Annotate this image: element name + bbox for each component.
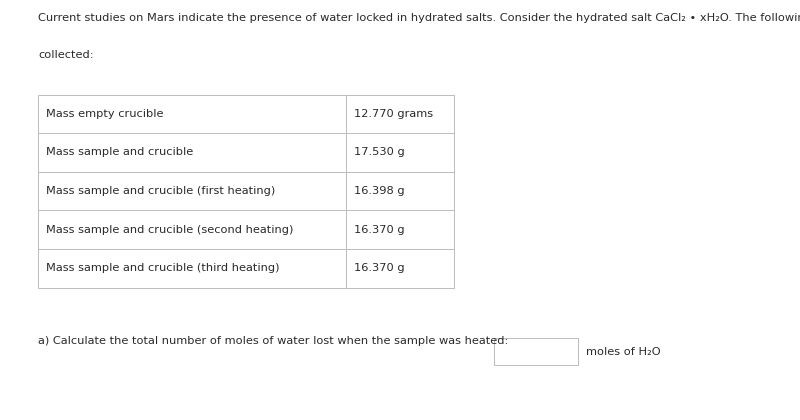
Text: Mass sample and crucible (first heating): Mass sample and crucible (first heating) xyxy=(46,186,276,196)
Text: 12.770 grams: 12.770 grams xyxy=(354,109,434,119)
Text: moles of H₂O: moles of H₂O xyxy=(586,347,661,357)
Text: 16.398 g: 16.398 g xyxy=(354,186,405,196)
Text: a) Calculate the total number of moles of water lost when the sample was heated:: a) Calculate the total number of moles o… xyxy=(38,336,509,346)
Text: Mass empty crucible: Mass empty crucible xyxy=(46,109,164,119)
Text: Mass sample and crucible: Mass sample and crucible xyxy=(46,147,194,158)
Text: 17.530 g: 17.530 g xyxy=(354,147,405,158)
Text: Mass sample and crucible (second heating): Mass sample and crucible (second heating… xyxy=(46,225,294,235)
Text: Mass sample and crucible (third heating): Mass sample and crucible (third heating) xyxy=(46,263,280,273)
Text: collected:: collected: xyxy=(38,50,94,60)
Text: Current studies on Mars indicate the presence of water locked in hydrated salts.: Current studies on Mars indicate the pre… xyxy=(38,13,800,23)
Text: 16.370 g: 16.370 g xyxy=(354,263,405,273)
Bar xyxy=(494,338,578,365)
Text: 16.370 g: 16.370 g xyxy=(354,225,405,235)
